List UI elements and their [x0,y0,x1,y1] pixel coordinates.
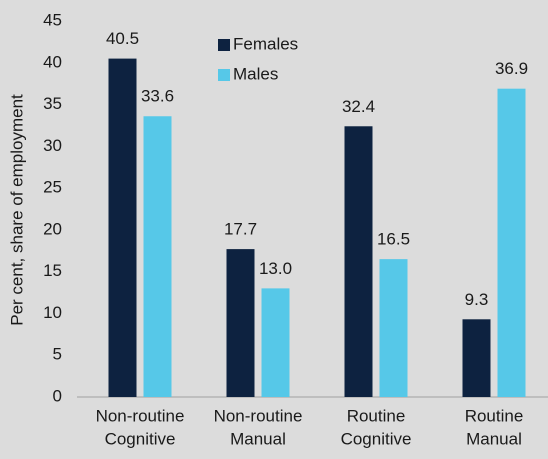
x-tick-label: Non-routine [96,406,185,425]
value-label: 17.7 [224,220,257,239]
x-tick-label: Cognitive [105,429,176,448]
bar [261,288,290,397]
bar [226,249,255,397]
bar [462,319,491,397]
y-tick-label: 30 [43,136,62,155]
x-tick-label: Routine [347,406,406,425]
value-label: 36.9 [495,59,528,78]
y-tick-label: 20 [43,219,62,238]
x-tick-label: Manual [230,429,286,448]
value-label: 40.5 [106,29,139,48]
y-tick-label: 15 [43,261,62,280]
bar [379,259,408,397]
y-tick-label: 0 [53,386,62,405]
legend-swatch [218,39,230,51]
value-label: 9.3 [465,290,489,309]
legend-label: Males [233,64,278,83]
y-tick-label: 35 [43,94,62,113]
y-tick-label: 40 [43,52,62,71]
legend-label: Females [233,34,298,53]
bar [143,116,172,398]
x-tick-label: Manual [466,429,522,448]
bar [108,58,137,397]
y-axis-title: Per cent, share of employment [7,94,26,326]
y-tick-label: 5 [53,345,62,364]
x-tick-label: Routine [465,406,524,425]
y-tick-label: 10 [43,303,62,322]
bar [497,88,526,398]
legend-swatch [218,69,230,81]
bar [344,126,373,397]
y-tick-label: 45 [43,10,62,29]
x-tick-label: Cognitive [341,429,412,448]
value-label: 13.0 [259,259,292,278]
y-tick-label: 25 [43,178,62,197]
value-label: 32.4 [342,97,375,116]
value-label: 33.6 [141,87,174,106]
x-tick-label: Non-routine [214,406,303,425]
value-label: 16.5 [377,230,410,249]
